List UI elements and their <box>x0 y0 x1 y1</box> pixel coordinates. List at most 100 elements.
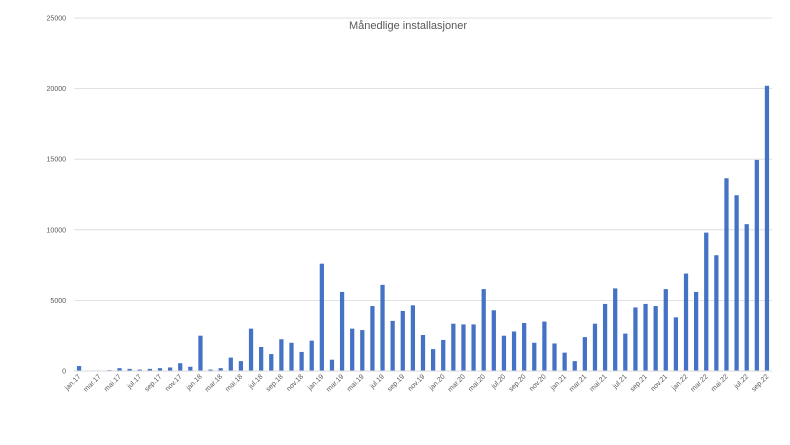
y-tick-label: 0 <box>62 369 66 376</box>
x-tick-label: jan.19 <box>306 373 325 392</box>
y-tick-label: 10000 <box>47 227 67 234</box>
x-tick-label: jul.20 <box>490 373 508 391</box>
bar-jan.17 <box>76 366 82 371</box>
bar-feb.18 <box>208 369 213 371</box>
bar-mar.22 <box>704 232 709 371</box>
bar-sep.21 <box>643 303 648 371</box>
x-tick-label: mai.17 <box>103 373 123 393</box>
x-tick-label: nov.18 <box>286 373 306 393</box>
bar-okt.19 <box>410 305 416 371</box>
bar-okt.20 <box>532 342 537 371</box>
bar-apr.20 <box>471 324 476 371</box>
bar-mar.19 <box>339 291 345 371</box>
x-tick-label: mar.19 <box>325 373 345 393</box>
bar-jul.20 <box>501 335 507 371</box>
bar-nov.19 <box>420 334 426 371</box>
x-tick-label: nov.20 <box>528 373 548 393</box>
bar-jul.19 <box>380 284 385 371</box>
bar-jun.20 <box>491 310 496 371</box>
x-tick-label: sep.20 <box>508 373 528 393</box>
bar-jan.18 <box>198 335 203 371</box>
x-tick-label: jan.18 <box>185 373 204 392</box>
x-tick-label: sep.22 <box>751 373 771 393</box>
bar-aug.18 <box>269 354 274 371</box>
x-tick-label: mai.18 <box>225 373 245 393</box>
bar-jul.21 <box>623 333 628 371</box>
chart-title: Månedlige installasjoner <box>349 20 467 32</box>
x-tick-label: jul.22 <box>733 373 751 391</box>
bar-sep.17 <box>157 368 163 371</box>
bar-apr.22 <box>714 255 719 371</box>
bar-jun.18 <box>248 328 254 371</box>
bar-aug.20 <box>511 331 517 371</box>
bar-des.19 <box>430 349 436 371</box>
bar-apr.21 <box>592 323 598 371</box>
bar-jul.18 <box>259 346 264 371</box>
bar-okt.17 <box>167 367 173 371</box>
bar-jan.21 <box>562 352 567 371</box>
bar-sep.20 <box>522 322 527 371</box>
bar-des.21 <box>673 317 679 371</box>
x-tick-label: sep.18 <box>265 373 285 393</box>
bar-des.17 <box>188 366 193 371</box>
x-tick-label: sep.21 <box>629 373 649 393</box>
bar-mar.21 <box>582 337 587 371</box>
bar-jun.17 <box>127 368 132 371</box>
x-tick-label: mar.17 <box>83 373 103 393</box>
bar-jul.17 <box>137 369 142 371</box>
bar-sep.19 <box>400 310 405 371</box>
x-tick-label: jul.21 <box>611 373 629 391</box>
y-tick-label: 5000 <box>50 298 66 305</box>
x-tick-label: nov.21 <box>650 373 670 393</box>
x-tick-label: jan.20 <box>427 373 446 392</box>
bar-mar.18 <box>218 368 223 371</box>
bar-jul.22 <box>744 224 749 371</box>
x-tick-label: sep.19 <box>386 373 406 393</box>
bar-aug.22 <box>754 159 759 371</box>
gridlines <box>74 17 772 301</box>
bar-sep.22 <box>764 85 770 371</box>
bar-mai.17 <box>117 368 122 371</box>
bar-des.20 <box>552 343 557 371</box>
bar-jan.22 <box>683 273 689 371</box>
x-tick-label: nov.17 <box>164 373 184 393</box>
x-tick-label: jan.17 <box>63 373 82 392</box>
x-tick-label: mai.22 <box>710 373 730 393</box>
x-tick-label: jul.18 <box>247 373 265 391</box>
y-tick-label: 20000 <box>47 86 67 93</box>
bar-feb.19 <box>329 359 335 371</box>
bar-aug.17 <box>147 368 152 371</box>
bar-mai.22 <box>724 178 729 371</box>
y-tick-label: 15000 <box>47 157 67 164</box>
y-axis-ticks: 0 5000 10000 15000 20000 25000 <box>47 16 67 376</box>
bar-nov.21 <box>663 289 668 371</box>
bar-feb.22 <box>694 291 699 371</box>
bar-aug.21 <box>633 307 638 371</box>
x-tick-label: mai.20 <box>467 373 487 393</box>
bar-sep.18 <box>279 339 284 371</box>
bar-apr.18 <box>228 357 233 371</box>
bar-jun.22 <box>734 195 739 371</box>
x-tick-label: mar.20 <box>447 373 467 393</box>
bar-mai.21 <box>602 303 608 371</box>
bar-nov.20 <box>542 321 547 371</box>
x-tick-label: jul.17 <box>126 373 144 391</box>
bar-apr.19 <box>350 328 355 371</box>
x-tick-label: jul.19 <box>368 373 386 391</box>
bar-nov.18 <box>299 351 304 371</box>
x-tick-label: mar.22 <box>690 373 710 393</box>
x-tick-label: nov.19 <box>407 373 427 393</box>
x-tick-label: mai.21 <box>589 373 609 393</box>
x-tick-label: sep.17 <box>144 373 164 393</box>
bar-jan.20 <box>441 339 446 371</box>
bar-okt.21 <box>653 306 658 371</box>
bar-mai.18 <box>238 361 244 371</box>
bar-feb.20 <box>451 323 456 371</box>
bars <box>76 85 770 371</box>
x-tick-label: mar.21 <box>568 373 588 393</box>
bar-jun.21 <box>613 288 618 371</box>
y-tick-label: 25000 <box>47 16 67 23</box>
bar-jun.19 <box>370 306 375 371</box>
